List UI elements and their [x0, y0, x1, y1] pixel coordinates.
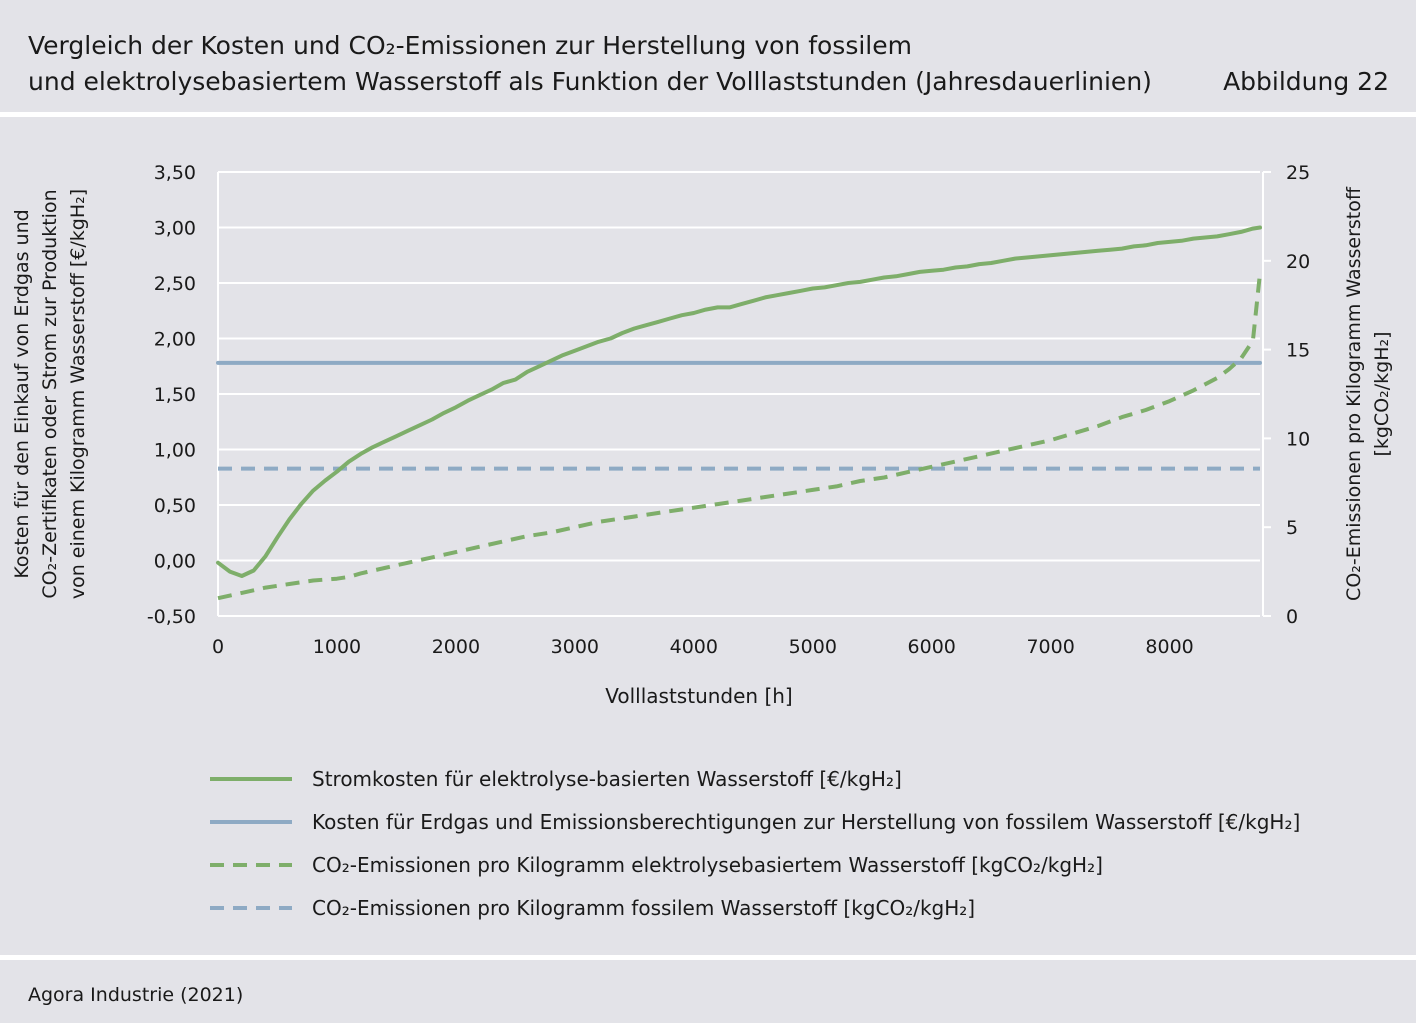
- series-line-3: [217, 272, 1262, 601]
- figure-label: Abbildung 22: [1223, 67, 1389, 96]
- chart-area: -0,50 0,00 0,50 1,00 1,50 2,00 2,50 3,00 3,50 0 5 1…: [11, 162, 1393, 708]
- legend-item: CO₂-Emissionen pro Kilogramm elektrolyse…: [210, 843, 1300, 886]
- y-left-tick-label: 1,50: [154, 384, 196, 406]
- x-tick-label: 2000: [432, 636, 480, 658]
- legend-swatch: [210, 776, 292, 781]
- y-left-tick-label: 0,50: [154, 495, 196, 517]
- x-tick-label: 4000: [670, 636, 718, 658]
- y-left-tick-label: 2,50: [154, 273, 196, 295]
- x-tick-label: 6000: [908, 636, 956, 658]
- y-right-tick-label: 20: [1286, 251, 1310, 273]
- y-axis-left-label-line: CO₂-Zertifikaten oder Strom zur Produkti…: [39, 189, 61, 598]
- y-right-tick-label: 5: [1286, 517, 1298, 539]
- legend-label: Stromkosten für elektrolyse-basierten Wa…: [312, 766, 902, 791]
- top-divider: [0, 112, 1416, 117]
- y-axis-left-label-line: Kosten für den Einkauf von Erdgas und: [11, 209, 33, 578]
- y-left-tick-label: 1,00: [154, 440, 196, 462]
- x-tick-label: 7000: [1026, 636, 1074, 658]
- legend-item: CO₂-Emissionen pro Kilogramm fossilem Wa…: [210, 886, 1300, 929]
- y-axis-right-label-line: [kgCO₂/kgH₂]: [1371, 331, 1393, 456]
- y-axis-right-label-line: CO₂-Emissionen pro Kilogramm Wasserstoff: [1343, 186, 1365, 601]
- x-axis-label: Volllaststunden [h]: [605, 684, 792, 708]
- y-left-tick-label: 3,50: [154, 162, 196, 184]
- bottom-divider: [0, 955, 1416, 960]
- legend-label: Kosten für Erdgas und Emissionsberechtig…: [312, 809, 1301, 834]
- series-line-1: [216, 225, 1262, 578]
- legend-item: Kosten für Erdgas und Emissionsberechtig…: [210, 800, 1300, 843]
- x-tick-label: 8000: [1145, 636, 1193, 658]
- y-axis-left-label: Kosten für den Einkauf von Erdgas und CO₂…: [11, 189, 89, 599]
- chart-legend: Stromkosten für elektrolyse-basierten Wa…: [210, 757, 1300, 929]
- source-note: Agora Industrie (2021): [28, 984, 244, 1006]
- legend-label: CO₂-Emissionen pro Kilogramm elektrolyse…: [312, 852, 1103, 877]
- x-tick-label: 5000: [789, 636, 837, 658]
- title-line-2: und elektrolysebasiertem Wasserstoff als…: [28, 67, 1152, 96]
- y-axis-left-label-line: von einem Kilogramm Wasserstoff [€/kgH₂]: [67, 189, 89, 599]
- y-left-tick-label: 0,00: [154, 551, 196, 573]
- x-tick-label: 1000: [313, 636, 361, 658]
- y-axis-right-label: CO₂-Emissionen pro Kilogramm Wasserstoff…: [1343, 186, 1393, 601]
- x-tick-label: 3000: [551, 636, 599, 658]
- y-right-tick-label: 0: [1286, 606, 1298, 628]
- y-left-tick-label: 3,00: [154, 218, 196, 240]
- legend-label: CO₂-Emissionen pro Kilogramm fossilem Wa…: [312, 895, 976, 920]
- legend-swatch: [210, 905, 292, 910]
- title-line-1: Vergleich der Kosten und CO₂-Emissionen …: [28, 31, 912, 60]
- legend-swatch: [210, 819, 292, 824]
- chart-title: Vergleich der Kosten und CO₂-Emissionen …: [28, 28, 1168, 100]
- title-band: Vergleich der Kosten und CO₂-Emissionen …: [0, 0, 1416, 113]
- x-tick-label: 0: [212, 636, 224, 658]
- legend-item: Stromkosten für elektrolyse-basierten Wa…: [210, 757, 1300, 800]
- y-left-tick-label: -0,50: [147, 606, 196, 628]
- y-right-tick-label: 10: [1286, 428, 1310, 450]
- y-left-tick-label: 2,00: [154, 329, 196, 351]
- y-right-tick-label: 15: [1286, 340, 1310, 362]
- y-right-tick-label: 25: [1286, 162, 1310, 184]
- legend-swatch: [210, 862, 292, 867]
